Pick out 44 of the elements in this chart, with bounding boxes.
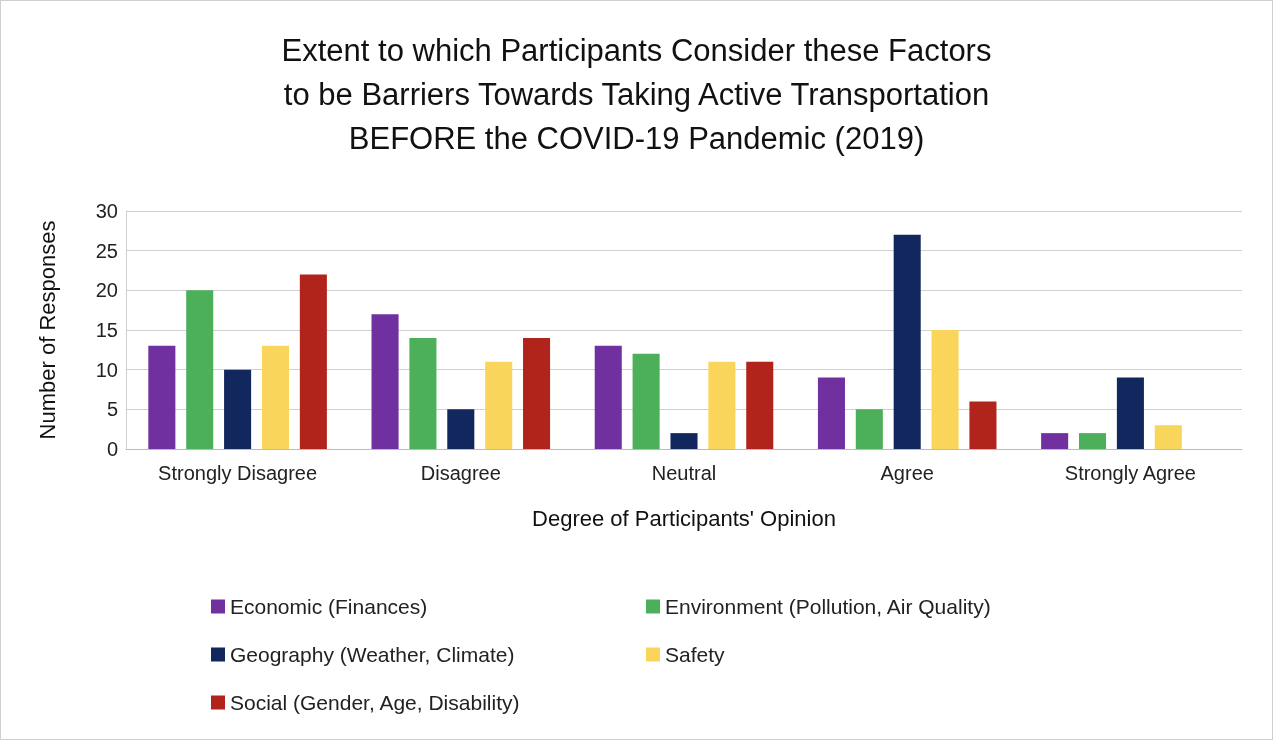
bar — [447, 409, 475, 449]
bar — [261, 345, 289, 449]
bar — [371, 314, 399, 449]
x-tick-label: Strongly Disagree — [158, 462, 318, 484]
bar — [893, 234, 921, 449]
bar — [1154, 425, 1182, 449]
bar — [409, 337, 437, 449]
bar — [1079, 433, 1107, 449]
legend-label: Geography (Weather, Climate) — [230, 643, 515, 666]
bar — [746, 361, 774, 449]
y-tick-label: 15 — [95, 319, 118, 341]
legend-label: Environment (Pollution, Air Quality) — [665, 595, 991, 618]
y-tick-label: 25 — [95, 239, 118, 262]
bar — [299, 274, 327, 449]
legend-label: Economic (Finances) — [230, 595, 428, 618]
bar — [594, 345, 622, 449]
bar — [855, 409, 883, 449]
x-axis-title: Degree of Participants' Opinion — [532, 505, 836, 531]
legend-label: Social (Gender, Age, Disability) — [230, 691, 520, 714]
x-tick-label: Disagree — [420, 462, 501, 484]
x-tick-label: Agree — [880, 462, 934, 484]
y-tick-label: 0 — [106, 438, 118, 460]
y-axis-title: Number of Responses — [34, 220, 60, 440]
legend-label: Safety — [665, 643, 726, 666]
bar — [817, 377, 845, 449]
y-tick-label: 5 — [106, 398, 118, 421]
bar — [485, 361, 513, 449]
y-tick-label: 10 — [95, 358, 118, 381]
bar — [670, 433, 698, 449]
x-tick-label: Strongly Agree — [1064, 462, 1196, 484]
bar — [1116, 377, 1144, 449]
y-tick-label: 30 — [95, 200, 118, 222]
bar — [1041, 433, 1069, 449]
x-tick-label: Neutral — [651, 462, 717, 484]
bar — [523, 337, 551, 449]
bar — [148, 345, 176, 449]
y-tick-label: 20 — [95, 279, 118, 302]
bar — [969, 401, 997, 449]
bar — [186, 290, 214, 449]
chart-title: Extent to which Participants Consider these Factors to be Barriers Towards Taking Active Transportation BEFORE the COVID-19 Pandemic (2019) — [281, 32, 992, 156]
bar — [931, 330, 959, 449]
bar — [224, 369, 252, 449]
bar — [632, 353, 660, 449]
bar — [708, 361, 736, 449]
